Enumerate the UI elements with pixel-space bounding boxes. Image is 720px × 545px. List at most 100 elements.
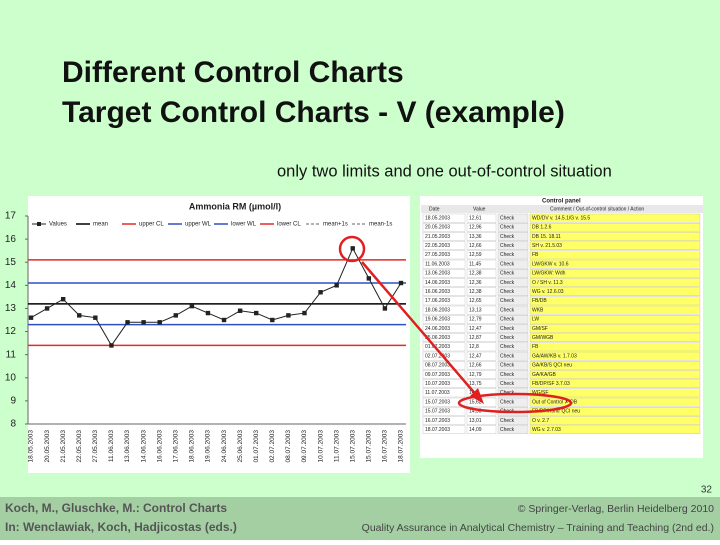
x-tick-label: 01.07.2003 (253, 430, 260, 463)
table-cell (422, 342, 466, 352)
table-cell-text: 12,38 (469, 289, 482, 295)
table-cell (422, 305, 466, 315)
table-cell (466, 425, 497, 435)
table-cell-text: WG/SF (532, 390, 548, 396)
arrow-head (470, 388, 484, 404)
table-cell-text: Check (500, 307, 515, 313)
table-cell (422, 333, 466, 343)
table-cell-text: 12,47 (469, 326, 482, 332)
page-number: 32 (701, 485, 713, 496)
x-tick-label: 22.05.2003 (76, 430, 83, 463)
data-point (44, 306, 50, 311)
table-cell-text: 12,61 (469, 215, 482, 221)
arrow-line (361, 261, 479, 398)
table-cell-text: 11.06.2003 (425, 261, 450, 267)
table-cell-text: SH v. 21.5.03 (532, 243, 562, 249)
table-cell-text: 13,13 (469, 307, 482, 313)
table-cell (529, 222, 701, 232)
table-cell-text: 12,96 (469, 225, 482, 231)
table-cell-text: O / SH v. 11.3 (532, 280, 563, 286)
table-cell (466, 241, 497, 251)
table-cell-text: Check (500, 271, 515, 277)
table-cell (497, 333, 529, 343)
table-cell-text: LW/GKW v. 10.6 (532, 261, 569, 267)
footer-text: Koch, M., Gluschke, M.: Control Charts (5, 501, 227, 515)
data-point (141, 320, 146, 325)
table-cell (422, 324, 466, 333)
table-cell (529, 278, 701, 287)
table-cell (529, 241, 701, 251)
table-cell (466, 213, 497, 223)
data-point (77, 313, 82, 318)
table-cell-text: Check (500, 363, 515, 369)
table-cell (466, 259, 497, 269)
y-tick-label: 16 (5, 234, 17, 245)
table-cell (422, 287, 466, 297)
table-cell (466, 361, 497, 370)
table-cell-text: 12,59 (469, 252, 482, 258)
table-cell-text: 11.07.2003 (425, 390, 450, 396)
table-cell-text: FB/DP/SF 3.7.03 (532, 381, 570, 387)
footer-text: Quality Assurance in Analytical Chemistr… (362, 522, 714, 534)
table-cell-text: Check (500, 326, 515, 332)
table-cell-text: LW/GKW: Wdh (532, 271, 566, 277)
x-tick-label: 20.05.2003 (44, 430, 51, 463)
x-tick-label: 15.07.2003 (349, 430, 356, 463)
data-point (221, 317, 227, 323)
table-cell-text: 12,87 (469, 335, 482, 341)
table-cell (422, 416, 466, 425)
data-point (398, 280, 404, 286)
data-point (350, 246, 355, 251)
x-tick-label: 02.07.2003 (269, 430, 276, 463)
x-tick-label: 11.06.2003 (108, 430, 115, 462)
x-tick-label: 18.06.2003 (189, 430, 196, 463)
table-cell (466, 333, 497, 343)
table-cell-text: Check (500, 317, 515, 323)
table-cell (422, 213, 466, 223)
table-cell (422, 269, 466, 278)
table: Control panel Date Value Comment / Out-of-c… (421, 199, 703, 435)
table-cell-text: DB 1.2.6 (532, 225, 552, 231)
table-cell (497, 287, 529, 297)
table-cell (529, 287, 701, 297)
data-point (205, 310, 211, 316)
table-cell (497, 269, 529, 278)
table-header: Date (429, 206, 440, 212)
table-cell-text: 13.06.2003 (425, 271, 450, 277)
table-cell (529, 379, 701, 389)
table-cell-text: 15,62 (469, 399, 482, 405)
legend-label: mean+1s (323, 222, 348, 228)
table-cell (529, 259, 701, 269)
y-tick-label: 10 (5, 372, 17, 383)
table-cell-text: 19.06.2003 (425, 317, 450, 323)
table-cell-text: Check (500, 234, 515, 240)
y-tick-label: 8 (10, 419, 16, 430)
table-cell-text: Check (500, 372, 515, 378)
table-cell-text: Out of Control ✗ DB (532, 399, 578, 405)
table-cell (497, 351, 529, 361)
table-cell (466, 324, 497, 333)
table-cell-text: Check (500, 215, 515, 221)
table-cell-text: FB (532, 252, 539, 258)
table-cell (466, 250, 497, 260)
table-cell (497, 379, 529, 389)
table-cell (466, 287, 497, 297)
table-cell (466, 416, 497, 425)
x-tick-label: 21.05.2003 (60, 430, 67, 463)
data-point (302, 310, 307, 316)
data-point (254, 310, 259, 316)
data-point (189, 303, 195, 309)
legend-label: lower CL (277, 222, 301, 228)
data-point (318, 290, 323, 295)
table-cell-text: 14.06.2003 (425, 280, 450, 286)
table-cell-text: FB (532, 344, 539, 350)
legend-swatch (37, 222, 41, 226)
x-tick-label: 19.06.2003 (205, 430, 212, 463)
table-cell (422, 397, 466, 407)
x-tick-label: 11.07.2003 (333, 430, 340, 462)
table-cell-text: 09.07.2003 (425, 372, 450, 378)
table-cell-text: Check (500, 335, 515, 341)
x-tick-label: 24.06.2003 (221, 430, 228, 463)
table-cell (466, 315, 497, 324)
